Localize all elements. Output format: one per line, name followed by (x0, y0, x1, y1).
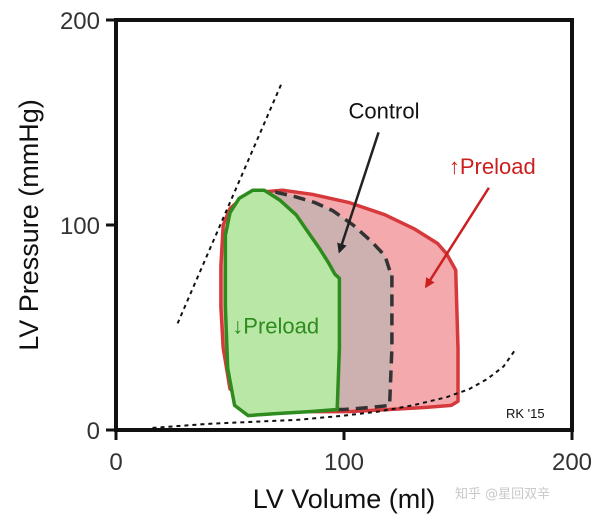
edpvr-curve (152, 349, 516, 429)
watermark: 知乎 @星回双辛 (455, 486, 550, 502)
credit-label: RK '15 (506, 406, 545, 421)
axis-labels: 0 100 200 0 100 200 (60, 8, 592, 476)
y-tick-label: 100 (60, 213, 100, 240)
x-axis-title: LV Volume (ml) (253, 484, 436, 514)
x-tick-label: 100 (324, 449, 364, 476)
y-axis-title: LV Pressure (mmHg) (14, 99, 44, 351)
annotation-preload-decreased: ↓Preload (232, 314, 319, 339)
pv-loops (219, 188, 460, 418)
axis-ticks (106, 18, 574, 440)
annotation-control: Control (349, 98, 420, 123)
arrow-control (337, 132, 380, 254)
espvr-line (176, 81, 284, 324)
y-tick-label: 200 (60, 8, 100, 35)
annotation-preload-increased: ↑Preload (449, 154, 536, 179)
annotation-arrows (337, 132, 490, 289)
x-tick-label: 200 (552, 449, 592, 476)
pv-loop-preload-decreased (223, 188, 342, 418)
y-tick-label: 0 (87, 418, 100, 445)
arrow-preload (425, 187, 490, 289)
pressure-volume-relations (152, 81, 516, 429)
x-tick-label: 0 (109, 449, 122, 476)
